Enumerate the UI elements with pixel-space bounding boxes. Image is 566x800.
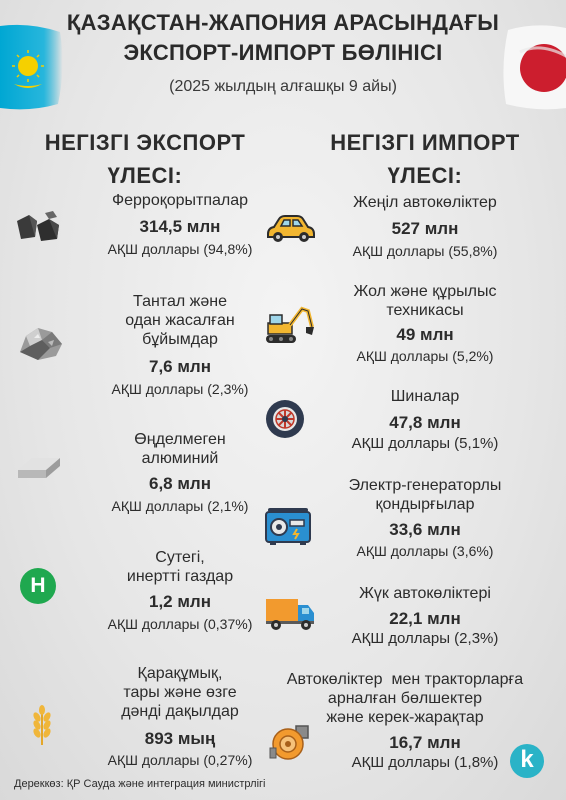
import-item-3-unit: АҚШ доллары (5,1%) (351, 435, 499, 452)
export-item-1-value: 314,5 млн (139, 217, 221, 236)
export-item-5-value: 893 мың (144, 729, 216, 748)
import-item-1-unit: АҚШ доллары (55,8%) (352, 243, 498, 259)
import-item-3-value: 47,8 млн (389, 413, 461, 432)
export-item-2-name: Тантал және одан жасалған бұйымдар (125, 293, 235, 348)
export-item-3-unit: АҚШ доллары (2,1%) (111, 498, 249, 514)
import-item-4-value: 33,6 млн (389, 520, 461, 539)
tire-icon (264, 398, 306, 445)
import-item-2-name: Жол және құрылыс техникасы (353, 283, 497, 319)
export-item-3-name: Өңделмеген алюминий (134, 431, 226, 467)
export-item-1-name: Ферроқорытпалар (111, 192, 249, 209)
generator-icon (264, 506, 312, 551)
aluminium-ingot-icon (14, 452, 64, 487)
source-note: Дереккөз: ҚР Сауда және интеграция минис… (14, 778, 266, 790)
japan-flag (500, 22, 566, 112)
turbocharger-icon (268, 722, 312, 767)
import-item-3-name: Шиналар (390, 388, 460, 405)
export-item-2-value: 7,6 млн (149, 357, 211, 376)
import-item-5-unit: АҚШ доллары (2,3%) (351, 630, 499, 647)
import-heading: НЕГІЗГІ ИМПОРТ ҮЛЕСІ: (285, 126, 565, 192)
subtitle: (2025 жылдың алғашқы 9 айы) (169, 78, 397, 95)
truck-icon (264, 597, 316, 636)
export-item-5-name: Қарақұмық, тары және өзге дәнді дақылдар (121, 665, 239, 720)
tantalum-ore-icon (16, 324, 66, 367)
kazinform-logo: k (510, 744, 544, 778)
import-item-5-name: Жүк автокөліктері (359, 585, 491, 602)
export-item-4-unit: АҚШ доллары (0,37%) (107, 616, 253, 632)
import-item-4-unit: АҚШ доллары (3,6%) (356, 543, 494, 559)
import-heading-line-2: ҮЛЕСІ: (387, 163, 463, 188)
export-heading-line-1: НЕГІЗГІ ЭКСПОРТ (44, 130, 246, 155)
import-item-6-value: 16,7 млн (389, 733, 461, 752)
car-icon (264, 214, 316, 249)
export-item-3-value: 6,8 млн (149, 474, 211, 493)
import-item-5-value: 22,1 млн (389, 609, 461, 628)
import-item-1-value: 527 млн (391, 219, 459, 238)
import-item-1-name: Жеңіл автокөліктер (353, 194, 497, 211)
hydrogen-icon: H (20, 568, 56, 604)
title-line-2: ЭКСПОРТ-ИМПОРТ БӨЛІНІСІ (123, 40, 443, 65)
export-item-1-unit: АҚШ доллары (94,8%) (107, 241, 253, 257)
import-item-2-unit: АҚШ доллары (5,2%) (356, 348, 494, 364)
export-heading-line-2: ҮЛЕСІ: (107, 163, 183, 188)
import-heading-line-1: НЕГІЗГІ ИМПОРТ (330, 130, 520, 155)
title-line-1: ҚАЗАҚСТАН-ЖАПОНИЯ АРАСЫНДАҒЫ (66, 10, 500, 35)
import-item-2-value: 49 млн (396, 325, 454, 344)
wheat-icon (28, 704, 56, 751)
export-item-4-value: 1,2 млн (149, 592, 211, 611)
export-item-4-name: Сутегі, инертті газдар (126, 549, 234, 585)
import-item-6-unit: АҚШ доллары (1,8%) (351, 754, 499, 771)
import-item-6-name: Автокөліктер мен тракторларға арналған бө… (286, 671, 524, 726)
export-item-5-unit: АҚШ доллары (0,27%) (107, 752, 253, 768)
import-item-4-name: Электр-генераторлы қондырғылар (348, 477, 502, 513)
export-item-2-unit: АҚШ доллары (2,3%) (111, 381, 249, 397)
export-heading: НЕГІЗГІ ЭКСПОРТ ҮЛЕСІ: (10, 126, 280, 192)
kazakhstan-flag (0, 22, 66, 112)
ferroalloy-icon (15, 207, 65, 248)
excavator-icon (264, 305, 316, 350)
